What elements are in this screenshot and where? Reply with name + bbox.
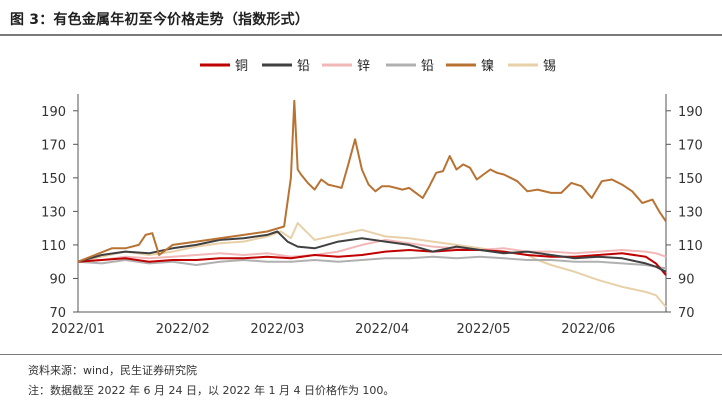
series-lines	[77, 99, 667, 308]
series-line-1	[77, 230, 667, 273]
legend-label-0: 铜	[235, 59, 248, 74]
x-tick-label: 2022/03	[250, 322, 304, 337]
y-axis-ticks: 70 70 90 90 110 110 130 130 150 150 170 170 190 190	[41, 105, 703, 321]
y-tick-label-right: 110	[678, 239, 703, 254]
series-line-2	[77, 238, 667, 263]
y-tick-label-right: 150	[678, 172, 703, 187]
legend-label-4: 镍	[481, 59, 494, 74]
y-tick-label-right: 90	[678, 272, 695, 287]
x-tick-label: 2022/06	[561, 322, 615, 337]
y-tick-label-left: 170	[41, 138, 66, 153]
footer-divider	[0, 354, 722, 355]
legend-label-3: 铅	[421, 59, 434, 74]
y-tick-label-right: 70	[678, 306, 695, 321]
legend-label-5: 锡	[543, 59, 556, 74]
line-chart: 铜 铅 锌 铅 镍 锡 70 70 90 90 110 110 130 130 150 150 170 170 1…	[41, 59, 703, 337]
x-axis-ticks: 2022/01 2022/02 2022/03 2022/04 2022/05 2022/…	[51, 322, 615, 337]
chart-title: 图 3：有色金属年初至今价格走势（指数形式）	[10, 12, 310, 28]
x-tick-label: 2022/04	[355, 322, 409, 337]
x-tick-label: 2022/01	[51, 322, 105, 337]
legend-label-1: 铅	[297, 59, 310, 74]
title-divider	[0, 34, 722, 36]
x-tick-label: 2022/05	[457, 322, 511, 337]
x-tick-label: 2022/02	[156, 322, 210, 337]
source-note: 资料来源：wind，民生证券研究院	[28, 364, 198, 377]
y-tick-label-left: 70	[49, 306, 66, 321]
y-tick-label-left: 110	[41, 239, 66, 254]
legend: 铜铅锌铅镍锡	[200, 59, 556, 74]
y-tick-label-left: 130	[41, 205, 66, 220]
y-tick-label-left: 150	[41, 172, 66, 187]
y-tick-label-left: 190	[41, 105, 66, 120]
data-note: 注：数据截至 2022 年 6 月 24 日，以 2022 年 1 月 4 日价…	[28, 384, 395, 397]
y-tick-label-right: 130	[678, 205, 703, 220]
y-tick-label-right: 190	[678, 105, 703, 120]
series-line-4	[77, 99, 667, 263]
y-tick-label-right: 170	[678, 138, 703, 153]
series-line-5	[77, 222, 667, 308]
series-line-0	[77, 249, 667, 276]
legend-label-2: 锌	[357, 59, 370, 74]
series-line-3	[77, 255, 667, 270]
y-tick-label-left: 90	[49, 272, 66, 287]
